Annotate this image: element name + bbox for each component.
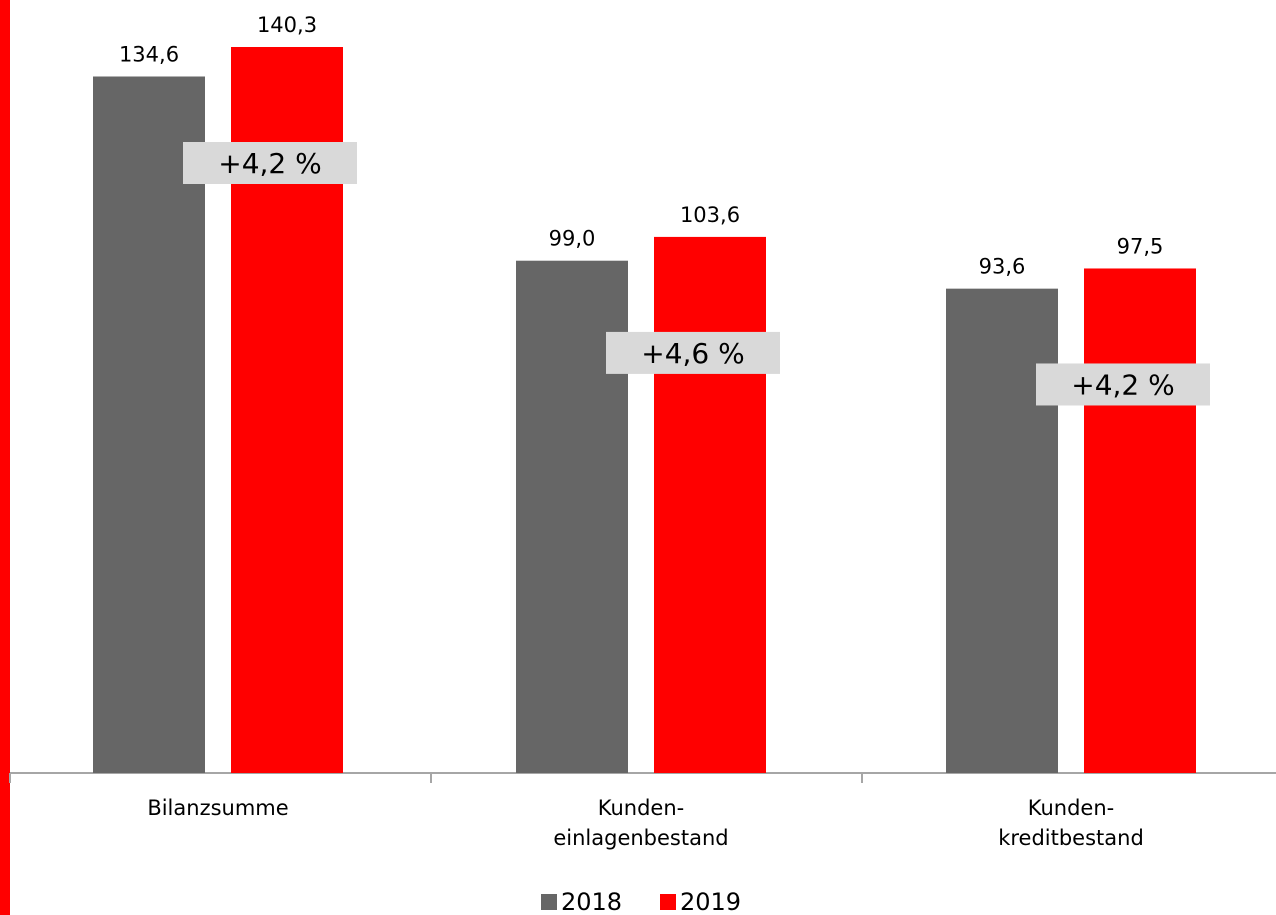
legend-label-2018: 2018 [561, 888, 622, 915]
category-label: Bilanzsumme [147, 796, 288, 820]
x-axis [9, 772, 1276, 783]
legend-swatch-2019 [660, 894, 676, 910]
bar-2018 [946, 288, 1058, 773]
category-labels: Bilanzsumme Kunden-einlagenbestand Kunden-… [147, 796, 1143, 850]
legend: 2018 2019 [541, 888, 741, 915]
data-label-2019: 103,6 [680, 203, 740, 227]
category-label: kreditbestand [998, 826, 1144, 850]
bar-2018 [93, 76, 205, 774]
accent-strip [0, 0, 10, 915]
data-label-2018: 134,6 [119, 42, 179, 66]
category-label: Kunden- [598, 796, 684, 820]
change-badges: +4,2 % +4,6 % +4,2 % [183, 142, 1210, 406]
legend-swatch-2018 [541, 894, 557, 910]
data-label-2018: 99,0 [549, 227, 596, 251]
legend-label-2019: 2019 [680, 888, 741, 915]
category-label: einlagenbestand [553, 826, 728, 850]
change-badge-text: +4,2 % [1071, 368, 1175, 401]
category-label: Kunden- [1028, 796, 1114, 820]
change-badge [1036, 363, 1210, 406]
data-labels: 134,6 140,3 99,0 103,6 93,6 97,5 [119, 13, 1163, 279]
change-badge [183, 142, 357, 184]
change-badge-text: +4,2 % [218, 147, 322, 180]
bar-2019 [1084, 268, 1196, 773]
change-badge [606, 331, 780, 374]
data-label-2019: 140,3 [257, 13, 317, 37]
data-label-2019: 97,5 [1117, 234, 1164, 258]
change-badge-text: +4,6 % [641, 337, 745, 370]
data-label-2018: 93,6 [979, 255, 1026, 279]
bar-2019 [654, 236, 766, 774]
